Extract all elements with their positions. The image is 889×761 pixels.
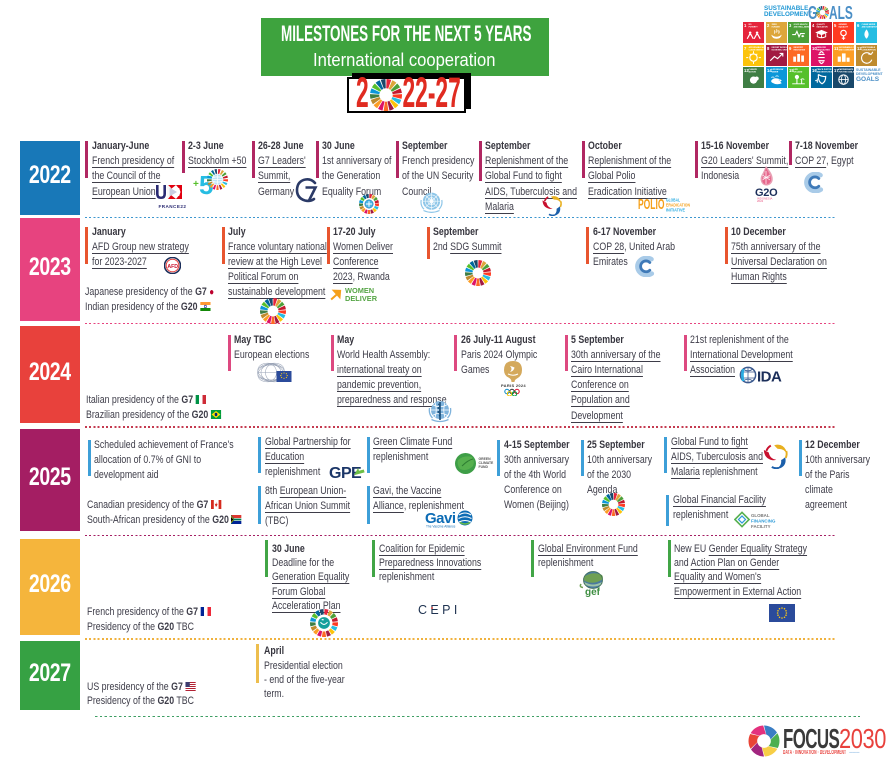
svg-text:4: 4 (812, 23, 815, 28)
svg-text:1: 1 (744, 23, 747, 28)
svg-text:POLIO: POLIO (638, 196, 665, 213)
svg-text:SUSTAINABLE CITIESAND COMMUNIT: SUSTAINABLE CITIESAND COMMUNITIES (839, 46, 854, 51)
svg-text:PARIS 2024: PARIS 2024 (501, 383, 526, 388)
svg-text:gef: gef (585, 587, 601, 597)
svg-text:8: 8 (767, 45, 770, 50)
svg-text:2: 2 (767, 23, 770, 28)
svg-text:DELIVER: DELIVER (345, 294, 378, 302)
svg-text:DECENT WORK ANDECONOMIC GROWTH: DECENT WORK ANDECONOMIC GROWTH (771, 46, 786, 51)
svg-text:FACILITY: FACILITY (751, 524, 771, 529)
svg-text:WOMEN: WOMEN (345, 286, 374, 295)
svg-text:17: 17 (834, 68, 839, 73)
svg-text:13: 13 (744, 68, 749, 73)
svg-text:11: 11 (834, 45, 839, 50)
svg-text:INITIATIVE: INITIATIVE (666, 208, 685, 213)
svg-text:3: 3 (789, 23, 792, 28)
svg-text:GLOBAL: GLOBAL (751, 513, 770, 518)
svg-text:ERADICATION: ERADICATION (666, 203, 690, 208)
svg-text:CEPI: CEPI (418, 603, 461, 616)
svg-text:GREEN: GREEN (479, 457, 492, 461)
svg-text:INDONESIA: INDONESIA (757, 197, 773, 201)
svg-text:AFFORDABLE ANDCLEAN ENERGY: AFFORDABLE ANDCLEAN ENERGY (749, 46, 764, 51)
svg-text:14: 14 (767, 68, 772, 73)
svg-text:15: 15 (789, 68, 794, 73)
svg-text:AFD: AFD (167, 264, 178, 270)
svg-text:GLOBAL: GLOBAL (666, 198, 680, 203)
svg-text:12: 12 (857, 45, 862, 50)
svg-text:FRANCE22: FRANCE22 (159, 204, 187, 209)
svg-text:6: 6 (857, 23, 860, 28)
svg-text:16: 16 (812, 68, 817, 73)
svg-text:9: 9 (789, 45, 792, 50)
svg-text:FUND: FUND (479, 465, 489, 469)
svg-text:10: 10 (812, 45, 817, 50)
svg-text:+: + (193, 179, 199, 190)
svg-text:5: 5 (834, 23, 837, 28)
svg-text:GP: GP (329, 465, 352, 482)
svg-text:CLIMATE: CLIMATE (479, 461, 495, 465)
svg-text:G2O: G2O (755, 187, 778, 199)
svg-text:IDA: IDA (757, 369, 782, 386)
svg-text:2022: 2022 (757, 199, 764, 202)
svg-text:Gavi: Gavi (425, 510, 456, 527)
svg-text:FINANCING: FINANCING (751, 519, 776, 524)
svg-text:The Vaccine Alliance: The Vaccine Alliance (426, 525, 456, 529)
svg-text:7: 7 (744, 45, 747, 50)
